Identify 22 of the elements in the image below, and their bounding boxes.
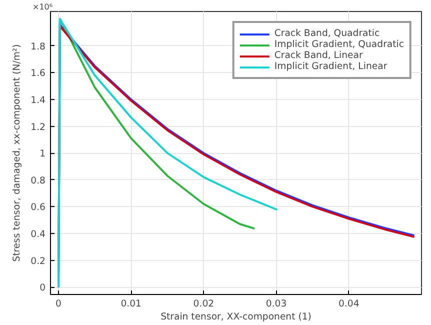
legend-label: Implicit Gradient, Linear (274, 61, 388, 72)
y-tick-label: 1.4 (30, 94, 46, 106)
x-tick-label: 0.01 (120, 298, 142, 310)
y-tick-label: 1 (40, 148, 46, 160)
y-tick-label: 0.4 (30, 229, 46, 240)
y-tick-label: 0.2 (30, 256, 46, 267)
y-tick-label: 1.2 (30, 122, 46, 133)
legend-label: Crack Band, Linear (274, 50, 363, 61)
y-axis-title: Stress tensor, damaged, xx-component (N/m²) (12, 44, 23, 262)
legend-label: Crack Band, Quadratic (274, 28, 380, 39)
annotation: ×10⁶ (32, 2, 53, 12)
y-tick-label: 0.8 (30, 175, 46, 186)
x-axis-title: Strain tensor, XX-component (1) (160, 312, 312, 322)
x-tick-label: 0.03 (266, 298, 287, 310)
x-tick-label: 0 (56, 298, 62, 310)
y-tick-label: 0 (40, 282, 46, 294)
y-tick-label: 0.6 (30, 202, 46, 214)
x-tick-label: 0.04 (338, 298, 360, 310)
y-tick-label: 1.6 (30, 68, 46, 80)
x-tick-label: 0.02 (193, 298, 214, 310)
y-tick-label: 1.8 (30, 41, 46, 52)
legend-label: Implicit Gradient, Quadratic (274, 39, 404, 50)
